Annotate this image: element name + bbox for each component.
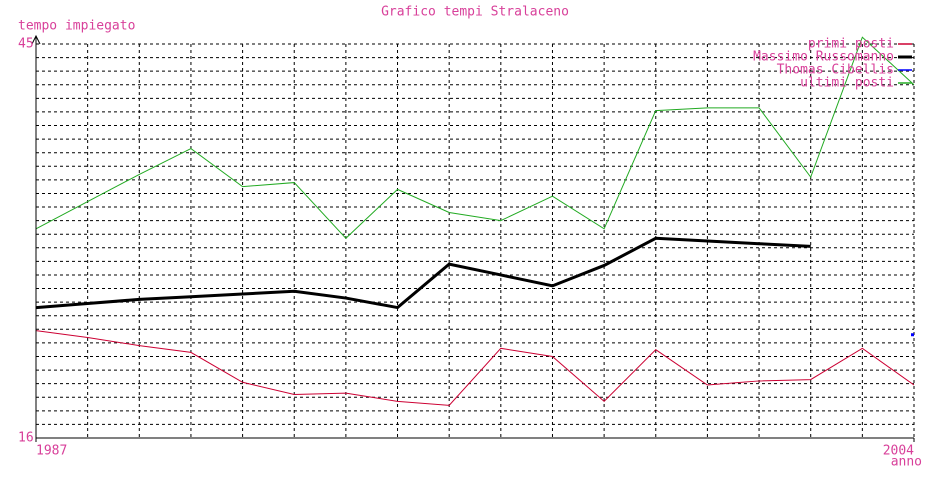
y-axis-arrow bbox=[31, 34, 41, 45]
x-axis-label: anno bbox=[891, 455, 922, 470]
legend-label: primi posti bbox=[808, 37, 894, 52]
legend-label: Massimo Russomanno bbox=[753, 50, 894, 65]
y-tick-label: 45 bbox=[18, 37, 34, 52]
chart-title: Grafico tempi Stralaceno bbox=[381, 5, 569, 20]
series-line bbox=[35, 36, 915, 239]
series-line bbox=[35, 236, 811, 310]
x-tick-label: 1987 bbox=[36, 444, 67, 459]
x-tick-label: 2004 bbox=[883, 444, 914, 459]
legend-label: ultimi posti bbox=[800, 76, 894, 91]
legend-label: Thomas Cibellis bbox=[777, 63, 894, 78]
y-tick-label: 16 bbox=[18, 431, 34, 446]
y-axis-label: tempo impiegato bbox=[18, 19, 135, 34]
plot bbox=[35, 36, 915, 406]
grid bbox=[36, 43, 915, 439]
series-line bbox=[35, 330, 915, 406]
